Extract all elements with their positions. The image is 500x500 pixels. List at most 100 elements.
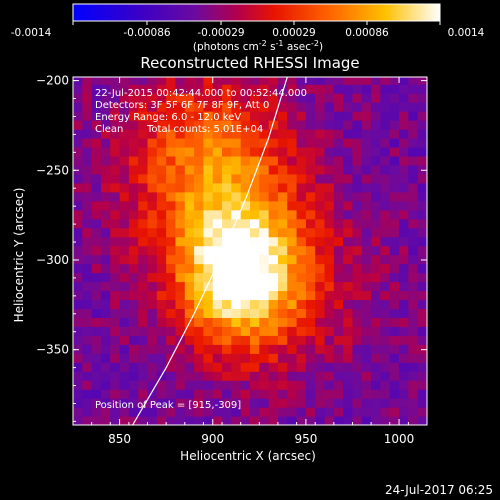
heatmap-cell	[212, 146, 223, 157]
heatmap-cell	[138, 173, 149, 184]
heatmap-cell	[259, 173, 270, 184]
heatmap-cell	[156, 380, 167, 390]
heatmap-cell	[250, 155, 260, 166]
heatmap-cell	[203, 362, 214, 372]
heatmap-cell	[231, 227, 242, 238]
heatmap-cell	[343, 335, 354, 345]
heatmap-cell	[222, 335, 232, 345]
heatmap-cell	[91, 173, 102, 184]
heatmap-cell	[296, 209, 307, 220]
heatmap-cell	[184, 227, 195, 238]
heatmap-cell	[268, 281, 279, 292]
heatmap-cell	[175, 344, 186, 354]
heatmap-cell	[371, 120, 382, 130]
heatmap-cell	[119, 164, 130, 175]
heatmap-cell	[110, 164, 121, 175]
heatmap-cell	[361, 129, 372, 139]
heatmap-cell	[119, 380, 130, 390]
heatmap-cell	[128, 317, 139, 327]
heatmap-cell	[119, 362, 130, 372]
heatmap-cell	[333, 407, 344, 417]
heatmap-cell	[175, 102, 186, 112]
heatmap-cell	[119, 129, 130, 139]
heatmap-cell	[231, 407, 242, 417]
heatmap-cell	[315, 182, 326, 193]
heatmap-cell	[296, 129, 307, 139]
heatmap-cell	[184, 77, 195, 85]
heatmap-cell	[212, 308, 223, 318]
heatmap-cell	[343, 227, 354, 238]
heatmap-cell	[212, 84, 223, 94]
heatmap-cell	[296, 164, 307, 175]
heatmap-cell	[100, 317, 111, 327]
heatmap-cell	[296, 344, 307, 354]
heatmap-cell	[212, 102, 223, 112]
heatmap-cell	[240, 299, 251, 310]
heatmap-cell	[315, 164, 326, 175]
heatmap-cell	[408, 272, 419, 283]
heatmap-cell	[277, 129, 288, 139]
heatmap-cell	[417, 299, 427, 310]
heatmap-cell	[333, 380, 344, 390]
heatmap-cell	[203, 227, 214, 238]
heatmap-cell	[277, 416, 288, 425]
heatmap-cell	[203, 308, 214, 318]
heatmap-cell	[305, 416, 316, 425]
heatmap-cell	[147, 200, 158, 211]
heatmap-cell	[343, 254, 354, 265]
heatmap-cell	[417, 272, 427, 283]
heatmap-cell	[380, 407, 391, 417]
heatmap-cell	[82, 236, 93, 247]
heatmap-cell	[259, 137, 270, 148]
heatmap-cell	[100, 362, 111, 372]
heatmap-cell	[212, 111, 223, 121]
heatmap-cell	[222, 146, 232, 157]
heatmap-cell	[333, 227, 344, 238]
heatmap-cell	[91, 77, 102, 85]
heatmap-cell	[156, 281, 167, 292]
heatmap-cell	[222, 272, 232, 283]
heatmap-cell	[389, 84, 400, 94]
heatmap-cell	[343, 129, 354, 139]
heatmap-cell	[147, 263, 158, 274]
heatmap-cell	[259, 93, 270, 103]
heatmap-cell	[324, 389, 335, 399]
heatmap-cell	[315, 299, 326, 310]
heatmap-cell	[110, 254, 121, 265]
heatmap-cell	[324, 281, 335, 292]
colorbar-ticks	[72, 21, 441, 25]
heatmap-cell	[389, 299, 400, 310]
heatmap-cell	[277, 398, 288, 408]
heatmap-cell	[371, 77, 382, 85]
heatmap-cell	[315, 416, 326, 425]
heatmap-cell	[380, 191, 391, 202]
heatmap-cell	[250, 129, 260, 139]
heatmap-cell	[184, 164, 195, 175]
heatmap-cell	[259, 416, 270, 425]
heatmap-cell	[250, 245, 260, 256]
heatmap-cell	[110, 129, 121, 139]
heatmap-cell	[399, 380, 409, 390]
heatmap-cell	[343, 416, 354, 425]
heatmap-cell	[212, 120, 223, 130]
heatmap-cell	[315, 111, 326, 121]
heatmap-cell	[82, 398, 93, 408]
heatmap-cell	[389, 317, 400, 327]
heatmap-cell	[138, 281, 149, 292]
heatmap-cell	[222, 263, 232, 274]
heatmap-cell	[287, 272, 298, 283]
detectors-annotation: Detectors: 3F 5F 6F 7F 8F 9F, Att 0	[95, 100, 269, 111]
heatmap-cell	[222, 155, 232, 166]
heatmap-cell	[175, 299, 186, 310]
heatmap-cell	[82, 281, 93, 292]
colorbar-tick-label-4: 0.00086	[345, 27, 389, 39]
heatmap-cell	[91, 129, 102, 139]
heatmap-cell	[184, 308, 195, 318]
heatmap-cell	[380, 120, 391, 130]
heatmap-cell	[73, 218, 83, 229]
heatmap-cell	[352, 120, 363, 130]
heatmap-cell	[389, 227, 400, 238]
heatmap-cell	[417, 111, 427, 121]
heatmap-cell	[119, 272, 130, 283]
heatmap-cell	[222, 290, 232, 301]
